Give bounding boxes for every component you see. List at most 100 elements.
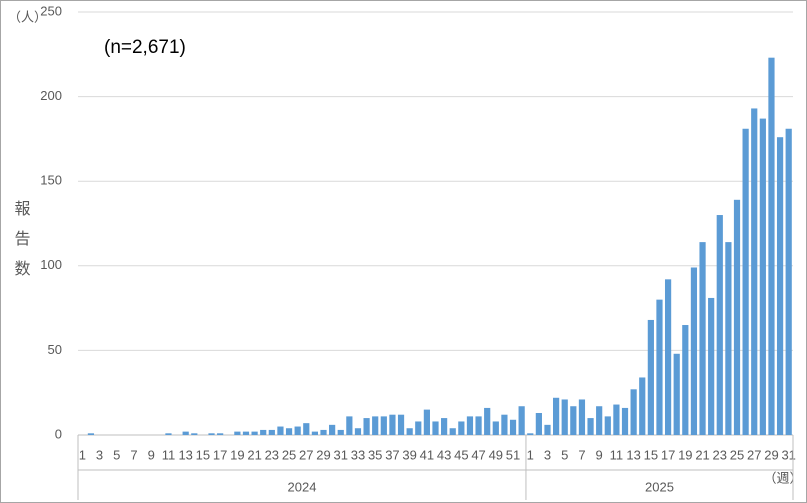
bar: [397, 414, 405, 435]
y-tick-label: 150: [40, 173, 62, 188]
bar: [458, 421, 465, 435]
bar: [466, 416, 474, 435]
x-tick-label: 7: [578, 447, 585, 462]
bar: [191, 433, 198, 435]
y-tick-label: 50: [48, 342, 62, 357]
x-unit: （週）: [763, 470, 802, 485]
bar: [690, 267, 698, 435]
x-tick-label: 49: [489, 447, 503, 462]
x-tick-label: 9: [596, 447, 603, 462]
x-tick-label: 15: [644, 447, 658, 462]
bar: [441, 418, 448, 435]
annotation: (n=2,671): [104, 37, 186, 58]
bar: [673, 353, 680, 435]
y-tick-label: 0: [55, 426, 62, 441]
x-tick-label: 15: [196, 447, 210, 462]
bar: [372, 416, 379, 435]
y-tick-label: 100: [40, 257, 62, 272]
x-tick-label: 3: [544, 447, 551, 462]
x-tick-label: 11: [162, 447, 176, 462]
bar: [303, 423, 310, 435]
bar: [759, 118, 766, 435]
bar: [260, 429, 267, 435]
x-tick-label: 27: [747, 447, 761, 462]
bar: [449, 428, 456, 435]
bar: [492, 421, 499, 435]
x-tick-label: 41: [420, 447, 434, 462]
x-tick-label: 51: [506, 447, 520, 462]
bar: [423, 409, 430, 435]
bar: [751, 108, 758, 435]
bar: [432, 421, 439, 435]
x-tick-label: 33: [351, 447, 365, 462]
x-tick-label: 47: [471, 447, 485, 462]
x-tick-label: 31: [781, 447, 795, 462]
bar: [613, 404, 620, 435]
bar: [630, 389, 637, 435]
bar: [716, 215, 723, 435]
bar: [785, 128, 792, 436]
bar: [484, 407, 491, 435]
bar: [733, 199, 741, 435]
bar: [242, 431, 250, 435]
bar: [208, 433, 215, 435]
bar: [165, 433, 172, 435]
x-tick-label: 25: [282, 447, 296, 462]
bar: [578, 399, 586, 435]
bar: [320, 429, 327, 435]
bar: [475, 416, 482, 435]
x-tick-label: 13: [626, 447, 640, 462]
bar: [329, 424, 336, 435]
bar: [647, 319, 654, 435]
bar: [604, 416, 611, 435]
x-tick-label: 39: [402, 447, 416, 462]
bar: [725, 242, 732, 435]
x-tick-label: 13: [178, 447, 192, 462]
bar: [639, 377, 646, 435]
bar: [587, 418, 594, 435]
bar: [664, 279, 672, 435]
bar: [346, 416, 353, 435]
x-tick-label: 17: [661, 447, 675, 462]
bar: [337, 429, 344, 435]
x-tick-label: 37: [385, 447, 399, 462]
x-tick-label: 23: [265, 447, 279, 462]
x-tick-label: 19: [230, 447, 244, 462]
bar: [621, 407, 629, 435]
bar: [570, 406, 577, 435]
x-tick-label: 29: [316, 447, 330, 462]
x-tick-label: 5: [561, 447, 568, 462]
y-tick-label: 200: [40, 88, 62, 103]
bar: [596, 406, 603, 435]
bar: [509, 419, 517, 435]
y-tick-label: 250: [40, 3, 62, 18]
bar: [708, 297, 715, 435]
bar: [742, 128, 749, 436]
x-tick-label: 5: [113, 447, 120, 462]
x-tick-label: 21: [695, 447, 709, 462]
bar: [501, 414, 508, 435]
bar: [277, 426, 284, 435]
bar: [768, 57, 775, 436]
bar: [182, 431, 189, 435]
x-tick-label: 27: [299, 447, 313, 462]
x-tick-label: 35: [368, 447, 382, 462]
group-label: 2024: [288, 479, 317, 494]
bar: [389, 414, 396, 435]
x-tick-label: 1: [527, 447, 534, 462]
bar: [285, 428, 293, 435]
bar: [311, 431, 318, 435]
bar: [527, 433, 534, 435]
bar: [354, 428, 362, 435]
bar: [217, 433, 224, 435]
bar: [87, 433, 95, 435]
bar: [294, 426, 301, 435]
x-tick-label: 1: [79, 447, 86, 462]
x-tick-label: 29: [764, 447, 778, 462]
group-label: 2025: [645, 479, 674, 494]
bar: [380, 416, 387, 435]
x-tick-label: 31: [334, 447, 348, 462]
bar: [656, 299, 663, 435]
bar: [363, 418, 370, 435]
x-tick-label: 19: [678, 447, 692, 462]
